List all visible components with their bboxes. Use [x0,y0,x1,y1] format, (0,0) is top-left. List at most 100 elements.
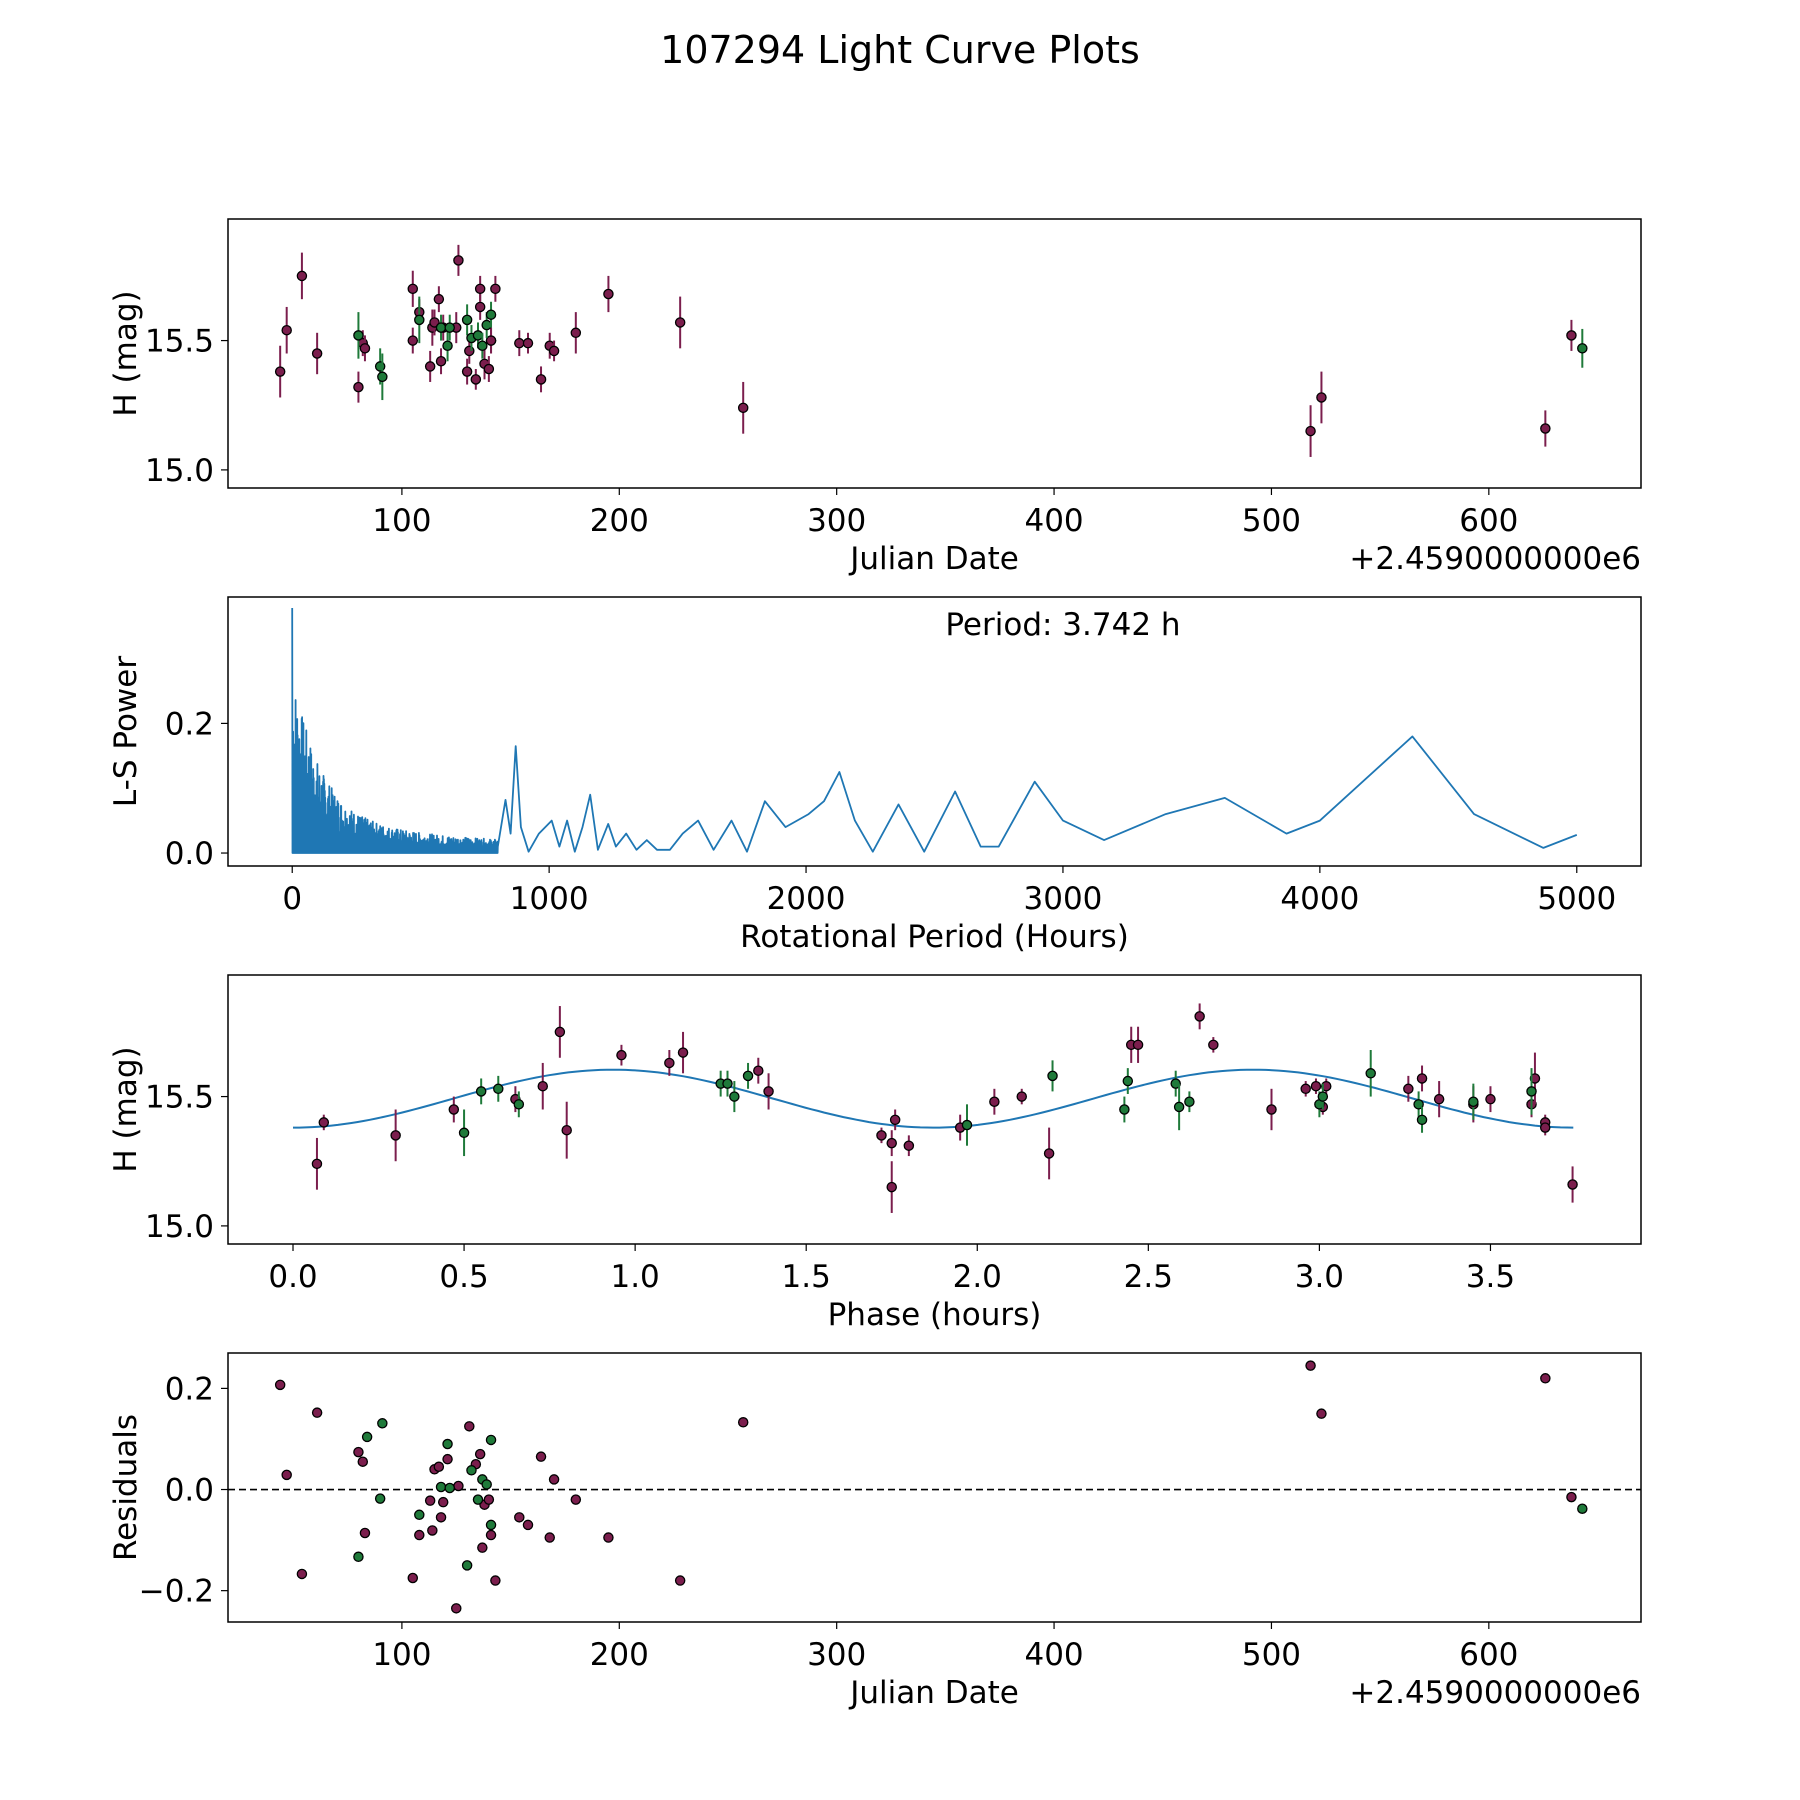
data-point [475,1086,487,1097]
data-point [361,1431,373,1443]
data-point [433,293,445,305]
plot-area [291,607,1578,854]
x-offset-label: +2.4590000000e6 [1349,541,1641,577]
data-point [722,1078,733,1089]
x-tick-label: 500 [1242,503,1301,539]
data-point [437,1496,449,1508]
y-tick-label: 0.2 [165,706,214,742]
data-point [1566,1491,1577,1503]
data-point [603,288,614,300]
x-tick-label: 4000 [1280,881,1359,917]
x-tick-label: 0.0 [268,1259,317,1295]
x-tick-label: 300 [807,1637,866,1673]
data-point [1540,1373,1551,1384]
y-tick-label: 0.0 [165,836,214,872]
plot-area [274,244,1588,457]
x-tick-label: 400 [1024,503,1083,539]
data-point [513,1099,525,1110]
data-point [357,1456,369,1467]
data-point [274,1379,286,1391]
data-point [461,366,473,377]
data-point [1047,1070,1058,1082]
data-point [424,361,436,372]
x-tick-label: 2.0 [953,1259,1002,1295]
data-point [442,1453,453,1465]
data-point [474,283,486,295]
data-point [483,363,495,375]
data-point [485,309,497,320]
data-point [485,335,497,346]
data-point [603,1532,614,1543]
data-point [1300,1083,1311,1095]
data-point [477,340,488,351]
x-tick-label: 200 [590,503,649,539]
x-tick-label: 600 [1459,503,1518,539]
x-tick-label: 400 [1024,1637,1083,1673]
data-point [472,1494,484,1505]
data-point [989,1096,1000,1107]
data-point [296,270,308,282]
data-point [353,1551,364,1563]
data-point [353,1446,364,1458]
period-annotation: Period: 3.742 h [945,607,1180,643]
y-tick-label: 15.0 [145,453,214,489]
data-point [548,345,560,357]
data-point [1577,343,1588,354]
x-axis-label: Julian Date [848,1675,1019,1711]
data-point [424,1495,436,1506]
data-point [570,327,582,339]
data-point [514,337,525,349]
data-point [318,1117,330,1128]
data-point [435,1481,447,1493]
x-tick-label: 1.0 [610,1259,659,1295]
data-point [1320,1080,1332,1092]
data-point [353,381,364,393]
y-tick-label: 0.2 [165,1371,214,1407]
data-point [414,1529,425,1541]
x-tick-label: 0.5 [439,1259,488,1295]
data-point [435,322,447,333]
y-axis-label: H (mag) [108,1046,144,1172]
data-point [1194,1011,1205,1022]
data-point [554,1026,566,1038]
x-tick-label: 200 [590,1637,649,1673]
data-point [1310,1080,1322,1092]
data-point [377,371,388,383]
data-point [674,317,686,328]
data-point [674,1575,686,1586]
data-point [886,1137,897,1149]
data-point [544,1532,555,1543]
data-point [281,1469,292,1481]
data-point [481,319,492,331]
data-point [490,1575,501,1586]
data-point [1416,1073,1428,1084]
x-axis-label: Phase (hours) [828,1297,1042,1333]
data-point [414,314,425,326]
data-point [1016,1091,1027,1102]
data-point [493,1083,504,1095]
x-tick-label: 100 [372,1637,431,1673]
y-tick-label: 15.5 [145,324,214,360]
data-point [1413,1099,1424,1110]
data-point [1416,1114,1428,1126]
x-offset-label: +2.4590000000e6 [1349,1675,1641,1711]
data-point [535,374,547,385]
data-point [514,1512,525,1523]
data-point [737,1417,749,1428]
data-point [464,345,475,357]
x-tick-label: 1000 [510,881,589,917]
data-point [481,1479,492,1490]
data-point [729,1091,740,1102]
data-point [1266,1104,1277,1115]
data-point [483,1494,495,1505]
data-point [427,1525,438,1536]
data-point [311,348,323,359]
data-point [466,1465,477,1476]
plot-area [228,1360,1641,1614]
data-point [374,361,386,372]
data-point [1529,1073,1541,1084]
data-point [1403,1083,1414,1095]
data-point [474,1448,486,1460]
x-tick-label: 600 [1459,1637,1518,1673]
